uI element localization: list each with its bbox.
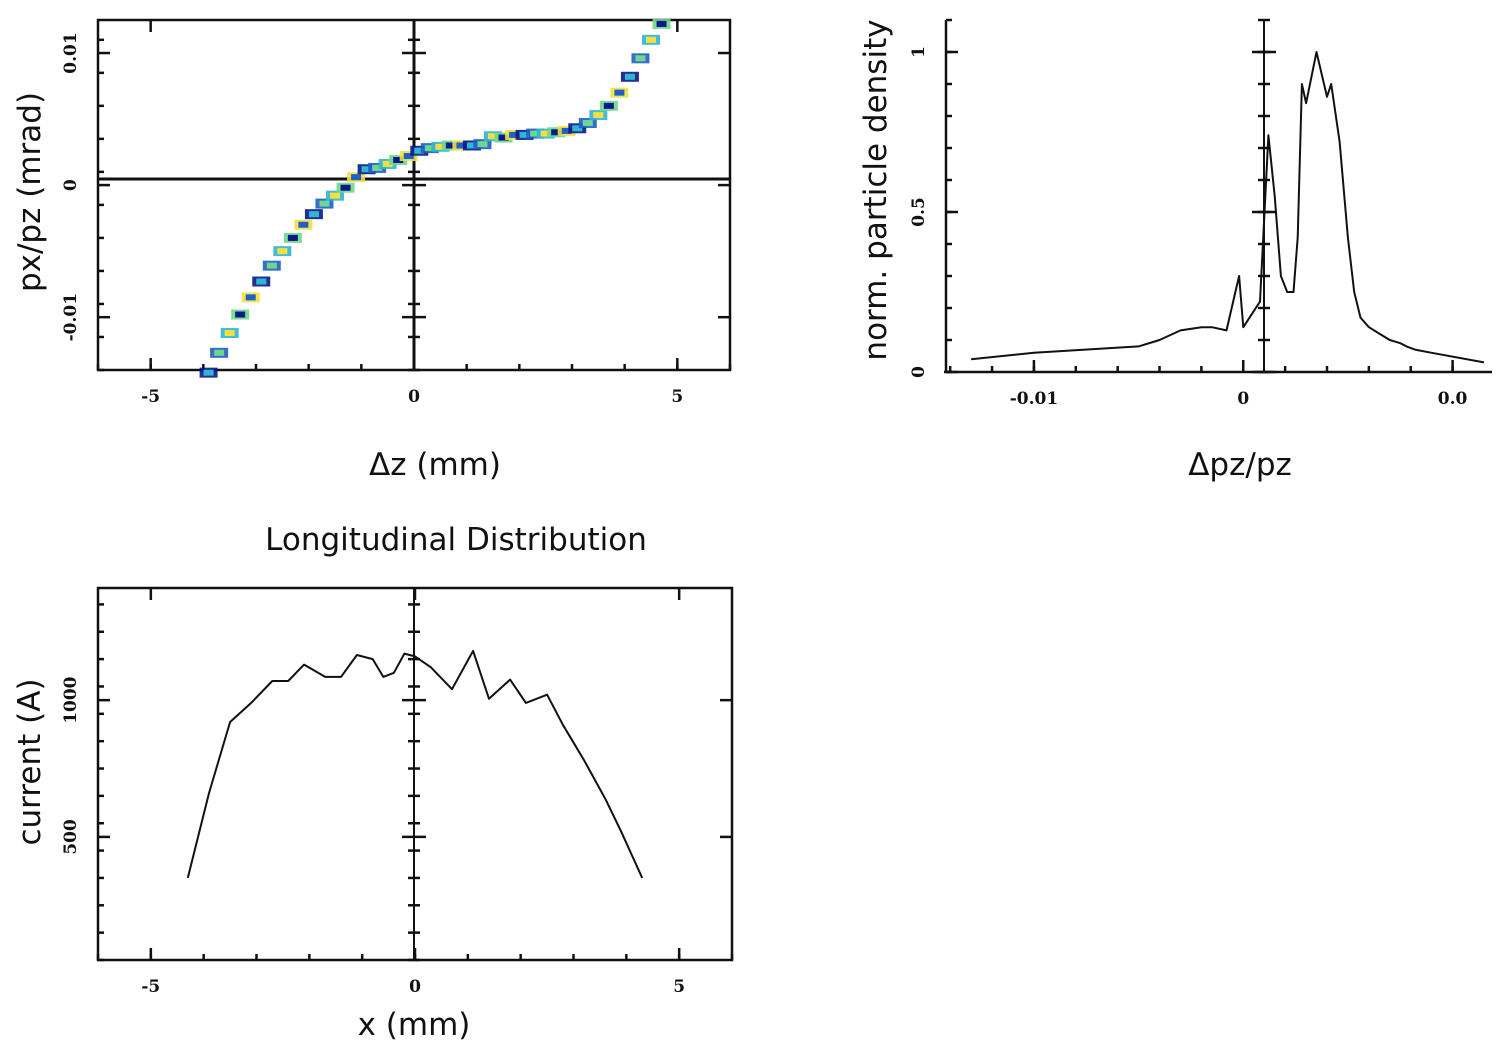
phase-space-ticks bbox=[96, 20, 732, 372]
x-tick-label: -0.01 bbox=[1010, 389, 1058, 409]
y-tick-label: 1 bbox=[909, 46, 929, 58]
scatter-point-core bbox=[445, 142, 456, 149]
scatter-point-core bbox=[498, 134, 509, 141]
momentum-ticks bbox=[946, 18, 1454, 374]
longitudinal-current-curve bbox=[186, 649, 644, 879]
scatter-point-core bbox=[456, 142, 467, 149]
y-tick-label: 500 bbox=[61, 819, 81, 855]
phase-space-points bbox=[199, 18, 671, 378]
longitudinal-y-label: current (A) bbox=[12, 678, 48, 845]
momentum-spread-panel: -0.01 0 0.0 00.51 Δpz/pz norm. particle de… bbox=[858, 18, 1492, 483]
x-tick-label: 5 bbox=[673, 977, 685, 997]
scatter-point-core bbox=[582, 120, 593, 127]
scatter-point-core bbox=[614, 89, 625, 96]
scatter-point-core bbox=[466, 142, 477, 149]
longitudinal-x-label: x (mm) bbox=[358, 1007, 471, 1043]
momentum-y-label: norm. particle density bbox=[858, 19, 894, 360]
scatter-point-core bbox=[477, 141, 488, 148]
longitudinal-x-tick-labels: -5 0 5 bbox=[141, 977, 685, 997]
scatter-point-core bbox=[308, 211, 319, 218]
scatter-point-core bbox=[551, 129, 562, 136]
scatter-point-core bbox=[214, 349, 225, 356]
scatter-point-core bbox=[203, 369, 214, 376]
scatter-point-core bbox=[245, 294, 256, 301]
longitudinal-title: Longitudinal Distribution bbox=[265, 522, 647, 558]
scatter-point-core bbox=[361, 166, 372, 173]
scatter-point-core bbox=[519, 131, 530, 138]
longitudinal-ticks bbox=[96, 588, 734, 962]
x-tick-label: -5 bbox=[141, 977, 160, 997]
scatter-point-core bbox=[593, 112, 604, 119]
x-tick-label: 0.0 bbox=[1438, 389, 1468, 409]
scatter-point-core bbox=[540, 130, 551, 137]
scatter-point-core bbox=[330, 192, 340, 199]
phase-space-y-tick-labels: -0.01 0 0.01 bbox=[61, 32, 81, 341]
longitudinal-panel: Longitudinal Distribution -5 0 5 500 1000 x… bbox=[12, 522, 734, 1043]
momentum-x-label: Δpz/pz bbox=[1188, 447, 1292, 483]
momentum-y-tick-labels: 00.51 bbox=[909, 46, 929, 378]
scatter-point-core bbox=[572, 125, 583, 132]
scatter-point-core bbox=[414, 147, 425, 154]
longitudinal-y-tick-labels: 500 1000 bbox=[61, 676, 81, 854]
scatter-point-core bbox=[656, 20, 667, 27]
scatter-point-core bbox=[256, 278, 267, 285]
scatter-point-core bbox=[298, 221, 309, 228]
scatter-point-core bbox=[435, 143, 446, 150]
x-tick-label: 5 bbox=[671, 387, 683, 407]
scatter-point-core bbox=[403, 153, 414, 160]
x-tick-label: 0 bbox=[1237, 389, 1249, 409]
scatter-point-core bbox=[340, 184, 351, 191]
scatter-point-core bbox=[424, 145, 435, 152]
scatter-point-core bbox=[509, 131, 520, 138]
scatter-point-core bbox=[224, 330, 235, 337]
phase-space-x-tick-labels: -5 0 5 bbox=[141, 387, 683, 407]
scatter-point-core bbox=[372, 164, 383, 171]
scatter-point-core bbox=[603, 102, 614, 109]
x-tick-label: 0 bbox=[408, 387, 420, 407]
scatter-point-core bbox=[319, 200, 330, 207]
phase-space-y-label: px/pz (mrad) bbox=[12, 92, 48, 292]
phase-space-x-label: Δz (mm) bbox=[369, 447, 501, 483]
momentum-density-curve bbox=[970, 51, 1485, 364]
momentum-x-tick-labels: -0.01 0 0.0 bbox=[1010, 389, 1468, 409]
y-tick-label: -0.01 bbox=[61, 293, 81, 341]
scatter-point-core bbox=[277, 248, 288, 255]
y-tick-label: 0.01 bbox=[61, 32, 81, 73]
scatter-point-core bbox=[646, 36, 656, 43]
scatter-point-core bbox=[287, 234, 298, 241]
scatter-point-core bbox=[561, 127, 572, 134]
scatter-point-core bbox=[488, 133, 498, 140]
scatter-point-core bbox=[635, 55, 646, 62]
x-tick-label: -5 bbox=[141, 387, 160, 407]
y-tick-label: 0 bbox=[909, 366, 929, 378]
y-tick-label: 0 bbox=[61, 179, 81, 191]
scatter-point-core bbox=[624, 73, 635, 80]
y-tick-label: 0.5 bbox=[909, 197, 929, 227]
phase-space-panel: -5 0 5 -0.01 0 0.01 Δz (mm) px/pz (mrad) bbox=[12, 18, 732, 483]
scatter-point-core bbox=[235, 311, 246, 318]
scatter-point-core bbox=[393, 157, 404, 163]
y-tick-label: 1000 bbox=[61, 676, 81, 723]
scatter-point-core bbox=[351, 174, 362, 181]
scatter-point-core bbox=[266, 262, 277, 269]
scatter-point-core bbox=[382, 160, 393, 167]
scatter-point-core bbox=[530, 130, 541, 137]
x-tick-label: 0 bbox=[409, 977, 421, 997]
